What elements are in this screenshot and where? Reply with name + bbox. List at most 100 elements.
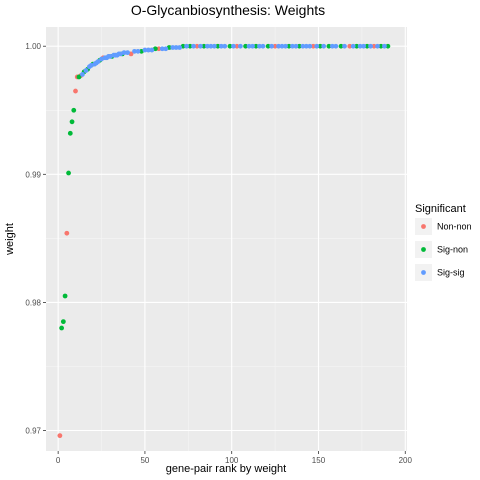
point-non-non	[64, 230, 70, 236]
legend-label-sig-sig: Sig-sig	[437, 268, 465, 278]
y-axis-title: weight	[4, 223, 16, 256]
legend-label-non-non: Non-non	[437, 222, 472, 232]
legend-swatch-sig-sig	[421, 270, 426, 275]
point-sig-sig	[121, 50, 127, 56]
point-sig-sig	[350, 43, 356, 49]
point-sig-sig	[83, 68, 89, 73]
point-sig-non	[338, 43, 344, 49]
y-tick-label: 0.99	[25, 170, 41, 179]
x-tick-label: 0	[56, 456, 61, 465]
point-sig-sig	[184, 43, 189, 49]
point-sig-non	[59, 325, 65, 331]
point-sig-sig	[283, 43, 288, 49]
point-non-non	[371, 43, 377, 49]
point-sig-sig	[260, 43, 266, 49]
x-axis: 0 50 100 150 200	[56, 451, 413, 465]
point-sig-sig	[279, 43, 285, 49]
legend-swatch-non-non	[421, 224, 426, 229]
point-sig-sig	[132, 48, 137, 54]
point-sig-non	[66, 170, 71, 176]
point-sig-sig	[321, 43, 327, 49]
point-sig-sig	[177, 45, 183, 50]
x-tick-label: 200	[399, 456, 413, 465]
point-sig-sig	[191, 43, 196, 49]
point-sig-non	[364, 43, 370, 49]
y-tick-label: 1.00	[25, 42, 41, 51]
point-sig-sig	[357, 43, 363, 49]
point-sig-non	[201, 43, 207, 49]
point-non-non	[57, 433, 63, 439]
point-sig-sig	[329, 43, 335, 49]
point-sig-sig	[135, 48, 141, 54]
point-sig-non	[76, 74, 82, 80]
point-sig-sig	[149, 47, 155, 53]
point-sig-non	[378, 43, 384, 49]
chart-title: O-Glycanbiosynthesis: Weights	[131, 2, 325, 18]
point-sig-non	[296, 43, 302, 49]
point-sig-sig	[231, 43, 236, 49]
x-tick-label: 50	[140, 456, 149, 465]
point-sig-sig	[145, 47, 151, 53]
point-sig-non	[60, 319, 66, 325]
y-tick-label: 0.98	[25, 298, 41, 307]
point-sig-sig	[293, 43, 299, 49]
point-non-non	[272, 43, 278, 49]
point-sig-sig	[142, 47, 148, 53]
point-sig-sig	[342, 43, 347, 49]
data-points	[57, 43, 391, 439]
legend: Significant Non-non Sig-non Sig-sig	[415, 203, 472, 281]
point-non-non	[194, 43, 200, 49]
x-tick-label: 150	[312, 456, 326, 465]
point-sig-sig	[222, 43, 228, 49]
point-sig-sig	[250, 43, 255, 49]
point-sig-non	[385, 43, 391, 49]
point-sig-sig	[361, 43, 367, 49]
legend-label-sig-non: Sig-non	[437, 245, 468, 255]
point-sig-sig	[198, 43, 203, 49]
point-sig-sig	[314, 43, 320, 49]
point-sig-non	[253, 43, 259, 49]
x-tick-label: 100	[225, 456, 239, 465]
point-sig-sig	[246, 43, 252, 49]
point-sig-sig	[303, 43, 309, 49]
y-axis: 0.97 0.98 0.99 1.00	[25, 42, 46, 436]
point-sig-non	[67, 130, 73, 136]
point-sig-non	[215, 43, 221, 49]
point-sig-sig	[257, 43, 262, 49]
point-sig-non	[286, 43, 292, 49]
point-sig-sig	[80, 71, 85, 77]
plot-panel	[46, 27, 407, 451]
point-sig-sig	[163, 46, 169, 52]
point-sig-non	[71, 107, 77, 113]
point-non-non	[234, 43, 240, 49]
grid-major	[46, 27, 407, 451]
point-sig-sig	[237, 43, 243, 49]
point-sig-non	[317, 43, 323, 49]
point-sig-sig	[300, 43, 306, 49]
legend-title: Significant	[415, 203, 466, 215]
y-tick-label: 0.97	[25, 427, 41, 436]
point-non-non	[156, 46, 162, 52]
x-axis-title: gene-pair rank by weight	[166, 463, 286, 475]
point-sig-sig	[368, 43, 373, 49]
point-sig-sig	[290, 43, 295, 49]
point-sig-non	[265, 43, 271, 49]
point-sig-sig	[333, 43, 339, 49]
point-sig-sig	[211, 43, 217, 49]
point-sig-sig	[218, 43, 224, 49]
point-non-non	[310, 43, 316, 49]
point-sig-sig	[170, 45, 176, 50]
grid-minor	[46, 27, 407, 451]
point-sig-sig	[159, 46, 165, 52]
point-sig-non	[326, 43, 332, 49]
point-sig-non	[227, 43, 233, 49]
point-non-non	[347, 43, 353, 49]
point-sig-sig	[95, 59, 101, 64]
point-sig-non	[187, 43, 193, 49]
point-sig-sig	[375, 43, 380, 49]
point-sig-sig	[307, 43, 313, 49]
point-sig-non	[354, 43, 360, 49]
point-sig-sig	[382, 43, 387, 49]
point-sig-sig	[208, 43, 214, 49]
